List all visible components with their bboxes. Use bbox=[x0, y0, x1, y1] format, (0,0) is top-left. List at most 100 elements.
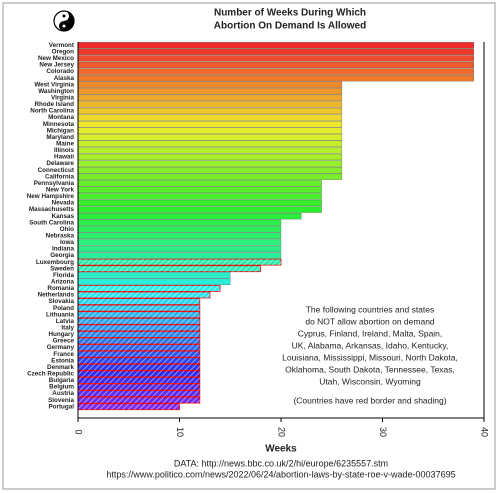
y-tick-label: Kansas bbox=[52, 213, 75, 220]
annotation: Utah, Wisconsin, Wyoming bbox=[319, 376, 421, 386]
y-tick-label: Georgia bbox=[50, 252, 74, 259]
y-tick-label: South Carolina bbox=[29, 219, 74, 226]
bar bbox=[77, 173, 343, 180]
y-tick-label: Delaware bbox=[46, 160, 74, 167]
y-tick-label: Maryland bbox=[46, 134, 74, 141]
y-tick-label: New Hampshire bbox=[27, 193, 75, 200]
bar bbox=[77, 88, 343, 95]
bar bbox=[77, 48, 475, 55]
x-tick-label: 30 bbox=[378, 427, 388, 437]
hatch bbox=[78, 351, 200, 358]
annotation: The following countries and states bbox=[306, 304, 435, 314]
bar bbox=[77, 278, 231, 285]
bar bbox=[77, 245, 282, 253]
y-tick-label: Massachusetts bbox=[29, 206, 75, 213]
hatch bbox=[78, 292, 210, 298]
hatch bbox=[78, 331, 200, 338]
annotation: Oklahoma, South Dakota, Tennessee, Texas… bbox=[285, 364, 455, 374]
hatch bbox=[78, 265, 261, 272]
y-tick-label: Montana bbox=[48, 114, 74, 121]
bar bbox=[77, 114, 343, 121]
hatch bbox=[78, 311, 200, 318]
hatch bbox=[78, 370, 200, 377]
y-tick-label: France bbox=[53, 351, 74, 358]
hatch bbox=[78, 344, 200, 351]
y-tick-label: Romania bbox=[47, 285, 74, 292]
bar bbox=[77, 180, 322, 187]
x-tick-label: 0 bbox=[74, 429, 84, 434]
y-tick-label: Estonia bbox=[51, 357, 74, 364]
bar bbox=[77, 81, 343, 88]
hatch bbox=[78, 318, 200, 325]
bar bbox=[77, 127, 343, 134]
y-tick-label: Michigan bbox=[47, 127, 74, 134]
y-tick-label: Washington bbox=[38, 88, 74, 95]
y-tick-label: Slovenia bbox=[48, 397, 74, 404]
y-tick-label: Oregon bbox=[52, 49, 75, 56]
y-tick-label: Nevada bbox=[52, 200, 75, 207]
y-tick-label: Czech Republic bbox=[27, 371, 74, 378]
bar bbox=[77, 101, 343, 108]
bar bbox=[77, 232, 282, 239]
y-tick-label: Florida bbox=[53, 272, 74, 279]
hatch bbox=[78, 338, 200, 344]
y-tick-label: Bulgaria bbox=[49, 377, 75, 384]
bar bbox=[77, 206, 322, 213]
hatch bbox=[78, 298, 200, 305]
chart-title: Abortion On Demand Is Allowed bbox=[214, 21, 366, 32]
chart-title: Number of Weeks During Which bbox=[214, 8, 366, 19]
bar bbox=[77, 68, 475, 75]
source: https://www.politico.com/news/2022/06/24… bbox=[106, 469, 455, 479]
hatch bbox=[78, 357, 200, 364]
hatch bbox=[78, 285, 221, 292]
y-tick-label: Germany bbox=[47, 344, 75, 351]
bar bbox=[77, 61, 475, 69]
y-tick-label: Colorado bbox=[46, 68, 74, 75]
y-tick-label: Italy bbox=[61, 325, 74, 332]
y-tick-label: New Mexico bbox=[38, 55, 74, 62]
y-tick-label: Vermont bbox=[49, 42, 75, 49]
bar bbox=[77, 186, 322, 193]
y-tick-label: Denmark bbox=[47, 364, 74, 371]
annotation: Cyprus, Finland, Ireland, Malta, Spain, bbox=[298, 328, 443, 338]
bar bbox=[77, 252, 282, 259]
y-tick-label: Luxembourg bbox=[36, 259, 74, 266]
note: (Countries have red border and shading) bbox=[293, 395, 446, 405]
y-tick-label: Arizona bbox=[51, 279, 75, 286]
y-tick-label: Greece bbox=[53, 338, 75, 345]
bar bbox=[77, 272, 231, 279]
bar bbox=[77, 226, 282, 233]
y-tick-label: New York bbox=[46, 187, 75, 194]
bar bbox=[77, 121, 343, 128]
y-tick-label: Sweden bbox=[50, 265, 74, 272]
bar bbox=[77, 107, 343, 115]
y-tick-label: Pennsylvania bbox=[34, 180, 75, 187]
bar bbox=[77, 193, 322, 200]
y-tick-label: Alaska bbox=[54, 75, 75, 82]
y-tick-label: Portugal bbox=[48, 403, 74, 410]
y-tick-label: Nebraska bbox=[46, 233, 75, 240]
bar bbox=[77, 160, 343, 167]
y-tick-label: New Jersey bbox=[39, 62, 74, 69]
y-tick-label: California bbox=[45, 173, 75, 180]
logo bbox=[53, 10, 75, 32]
y-tick-label: Rhode Island bbox=[34, 101, 74, 108]
bar bbox=[77, 153, 343, 161]
y-tick-label: Netherlands bbox=[38, 292, 75, 299]
bar bbox=[77, 167, 343, 174]
annotation: Louisiana, Mississippi, Missouri, North … bbox=[282, 352, 458, 362]
bar bbox=[77, 94, 343, 101]
bar bbox=[77, 219, 282, 226]
hatch bbox=[78, 364, 200, 371]
y-tick-label: North Carolina bbox=[30, 108, 74, 115]
x-tick-label: 40 bbox=[480, 427, 490, 437]
y-tick-label: Virginia bbox=[51, 95, 74, 102]
y-tick-label: Slovakia bbox=[48, 298, 74, 305]
bar bbox=[77, 147, 343, 154]
bar bbox=[77, 75, 475, 82]
x-axis-label: Weeks bbox=[265, 444, 297, 455]
annotation: UK, Alabama, Arkansas, Idaho, Kentucky, bbox=[292, 340, 449, 350]
bar bbox=[77, 140, 343, 147]
hatch bbox=[78, 324, 200, 331]
hatch bbox=[78, 390, 200, 397]
